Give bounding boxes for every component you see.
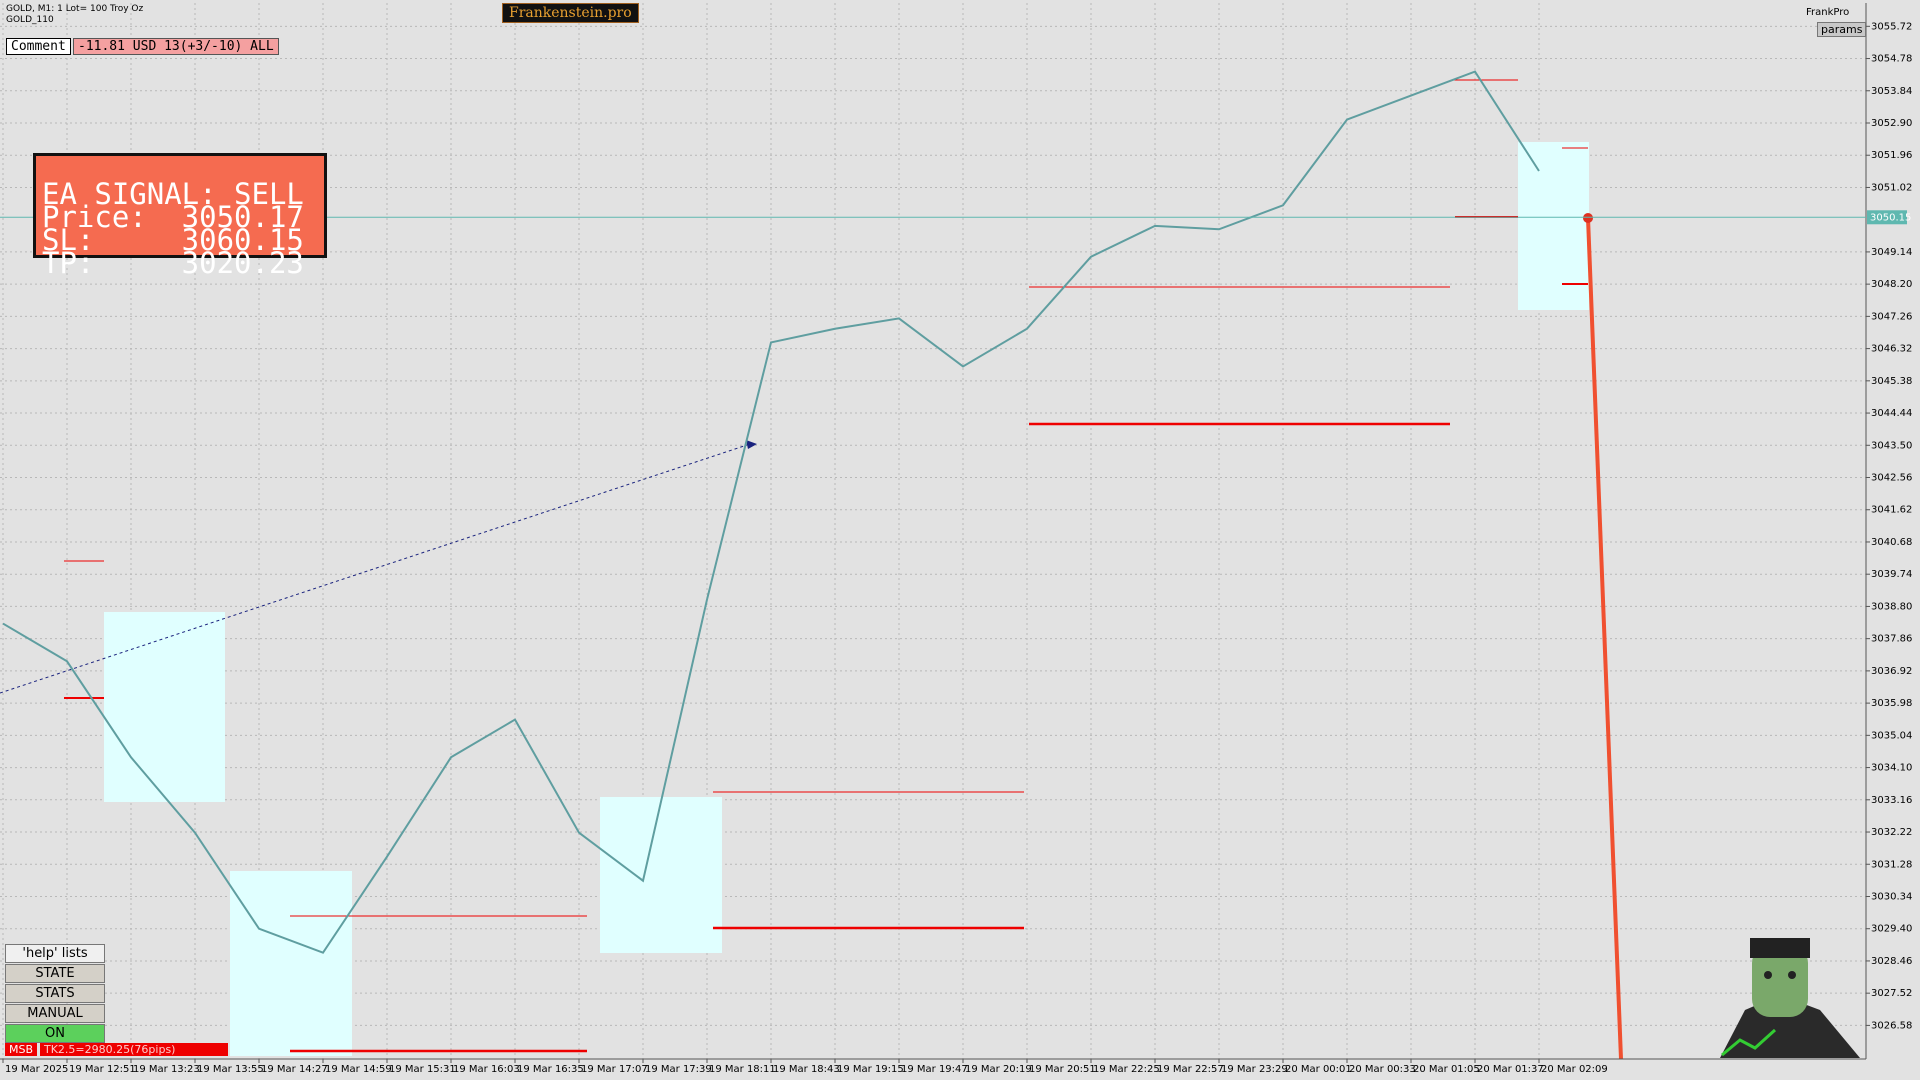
stats-button[interactable]: STATS — [5, 984, 105, 1003]
x-tick-label: 19 Mar 13:23 — [133, 1064, 200, 1075]
y-tick-label: 3035.04 — [1871, 730, 1912, 741]
y-tick-label: 3027.52 — [1871, 988, 1912, 999]
x-tick-label: 20 Mar 02:09 — [1541, 1064, 1608, 1075]
y-tick-label: 3054.78 — [1871, 54, 1912, 65]
y-tick-label: 3032.22 — [1871, 827, 1912, 838]
zone — [230, 871, 352, 1056]
y-tick-label: 3055.72 — [1871, 21, 1912, 32]
y-tick-label: 3043.50 — [1871, 440, 1912, 451]
entry-point — [1583, 213, 1593, 223]
y-tick-label: 3051.96 — [1871, 150, 1912, 161]
x-tick-label: 19 Mar 23:29 — [1221, 1064, 1288, 1075]
user: FrankPro — [1806, 7, 1850, 18]
symbol-info: GOLD, M1: 1 Lot= 100 Troy Oz — [6, 4, 144, 14]
y-tick-label: 3033.16 — [1871, 795, 1912, 806]
arrow — [746, 440, 757, 449]
y-tick-label: 3034.10 — [1871, 763, 1912, 774]
x-tick-label: 19 Mar 15:31 — [389, 1064, 456, 1075]
y-tick-label: 3044.44 — [1871, 408, 1912, 419]
y-tick-label: 3038.80 — [1871, 601, 1912, 612]
price-axis — [1866, 0, 1920, 1080]
x-tick-label: 20 Mar 00:33 — [1349, 1064, 1416, 1075]
y-tick-label: 3030.34 — [1871, 891, 1912, 902]
trend-line — [0, 442, 754, 694]
signal-line — [1586, 217, 1623, 1060]
x-tick-label: 19 Mar 20:51 — [1029, 1064, 1096, 1075]
x-tick-label: 19 Mar 20:19 — [965, 1064, 1032, 1075]
x-tick-label: 20 Mar 00:01 — [1285, 1064, 1352, 1075]
template-name: GOLD_110 — [6, 15, 54, 25]
y-tick-label: 3028.46 — [1871, 956, 1912, 967]
x-tick-label: 20 Mar 01:05 — [1413, 1064, 1480, 1075]
signal-line: SL: 3060.15 — [42, 223, 304, 257]
manual-button[interactable]: MANUAL — [5, 1004, 105, 1023]
on-button[interactable]: ON — [5, 1024, 105, 1043]
y-tick-label: 3041.62 — [1871, 505, 1912, 516]
params-button[interactable]: params — [1817, 22, 1867, 37]
annotations — [0, 79, 1623, 1060]
y-tick-label: 3047.26 — [1871, 311, 1912, 322]
x-tick-label: 19 Mar 16:03 — [453, 1064, 520, 1075]
logo-eye — [1788, 971, 1796, 979]
brand: Frankenstein.pro — [502, 3, 639, 23]
y-tick-label: 3051.02 — [1871, 182, 1912, 193]
state-button[interactable]: STATE — [5, 964, 105, 983]
x-tick-label: 19 Mar 18:43 — [773, 1064, 840, 1075]
x-tick-label: 19 Mar 22:57 — [1157, 1064, 1224, 1075]
frankenstein-logo — [1720, 938, 1860, 1058]
y-tick-label: 3053.84 — [1871, 86, 1912, 97]
x-tick-label: 19 Mar 14:59 — [325, 1064, 392, 1075]
y-tick-label: 3031.28 — [1871, 859, 1912, 870]
price-line — [2, 70, 1540, 954]
y-tick-label: 3036.92 — [1871, 666, 1912, 677]
help-button[interactable]: 'help' lists cmds — [5, 944, 105, 978]
x-tick-label: 19 Mar 14:27 — [261, 1064, 328, 1075]
signal-line: TP: 3020.23 — [42, 246, 304, 280]
last-price-box — [1867, 210, 1907, 225]
y-tick-label: 3052.90 — [1871, 118, 1912, 129]
x-tick-label: 19 Mar 22:25 — [1093, 1064, 1160, 1075]
last-price-label: 3050.15 — [1870, 212, 1911, 223]
y-tick-label: 3026.58 — [1871, 1020, 1912, 1031]
y-tick-label: 3042.56 — [1871, 473, 1912, 484]
x-tick-label: 19 Mar 18:11 — [709, 1064, 776, 1075]
comment-result: -11.81 USD 13(+3/-10) ALL — [73, 38, 279, 55]
y-tick-label: 3039.74 — [1871, 569, 1912, 580]
zone — [600, 797, 722, 953]
x-tick-label: 19 Mar 17:07 — [581, 1064, 648, 1075]
logo-line — [1721, 1028, 1777, 1057]
signal-line: EA SIGNAL: SELL — [42, 177, 304, 211]
x-tick-label: 20 Mar 01:37 — [1477, 1064, 1544, 1075]
x-tick-label: 19 Mar 2025 — [5, 1064, 68, 1075]
x-tick-label: 19 Mar 17:39 — [645, 1064, 712, 1075]
y-tick-label: 3046.32 — [1871, 344, 1912, 355]
x-tick-label: 19 Mar 19:47 — [901, 1064, 968, 1075]
zone — [1518, 142, 1589, 310]
logo-eye — [1764, 971, 1772, 979]
y-tick-label: 3049.14 — [1871, 247, 1912, 258]
y-tick-label: 3045.38 — [1871, 376, 1912, 387]
signal-line: Price: 3050.17 — [42, 200, 304, 234]
y-tick-label: 3029.40 — [1871, 924, 1912, 935]
status-tag: MSB — [5, 1043, 38, 1056]
status-text: TK2.5=2980.25(76pips) — [40, 1043, 228, 1056]
y-tick-label: 3035.98 — [1871, 698, 1912, 709]
logo-face — [1752, 945, 1808, 1017]
x-tick-label: 19 Mar 16:35 — [517, 1064, 584, 1075]
x-tick-label: 19 Mar 13:55 — [197, 1064, 264, 1075]
y-tick-label: 3048.20 — [1871, 279, 1912, 290]
logo-hair — [1750, 938, 1810, 958]
x-tick-label: 19 Mar 12:51 — [69, 1064, 136, 1075]
y-tick-label: 3037.86 — [1871, 634, 1912, 645]
comment-label: Comment — [6, 38, 71, 55]
signal-box: EA SIGNAL: SELL Price: 3050.17 SL: 3060.15… — [33, 153, 327, 278]
zone — [104, 612, 225, 802]
logo-body — [1720, 995, 1860, 1058]
y-tick-label: 3040.68 — [1871, 537, 1912, 548]
x-tick-label: 19 Mar 19:15 — [837, 1064, 904, 1075]
